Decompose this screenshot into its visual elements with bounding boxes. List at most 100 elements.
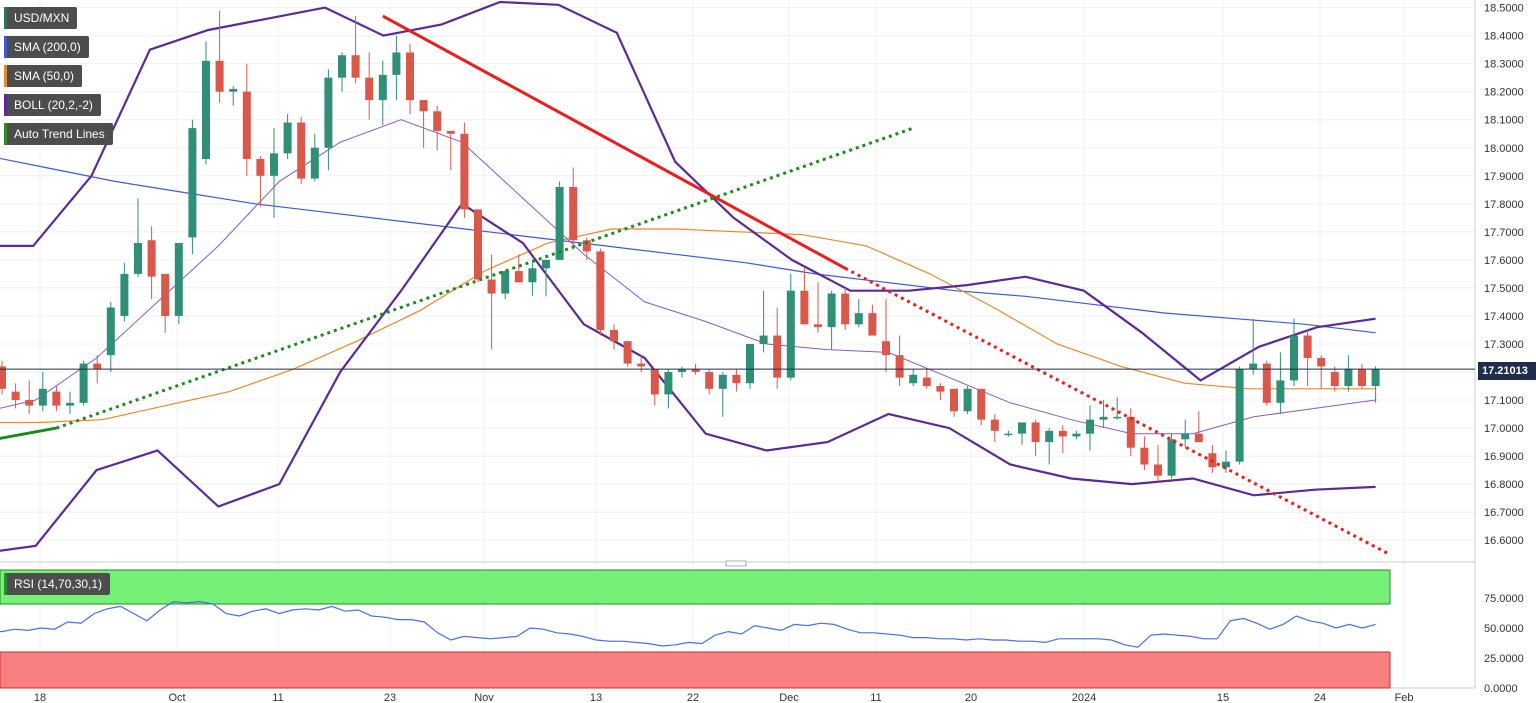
price-tick-label: 18.0000 [1484, 143, 1524, 155]
candle-body [106, 307, 115, 356]
candle-body [1358, 369, 1366, 387]
candle-body [732, 374, 741, 384]
legend-symbol[interactable]: USD/MXN [4, 7, 78, 29]
candle-body [1249, 363, 1258, 370]
price-tick-label: 18.1000 [1484, 115, 1524, 127]
price-tick-label: 17.6000 [1484, 255, 1524, 267]
date-tick-label: 13 [590, 692, 602, 703]
price-tick-label: 17.0000 [1484, 423, 1524, 435]
legend-boll[interactable]: BOLL (20,2,-2) [4, 94, 101, 116]
price-tick-label: 16.8000 [1484, 479, 1524, 491]
boll-upper-line [0, 0, 1376, 382]
legend-sma200[interactable]: SMA (200,0) [4, 36, 89, 58]
candle-body [1072, 433, 1081, 437]
candle-body [25, 400, 34, 406]
legend-symbol-label: USD/MXN [14, 11, 70, 25]
legend-rsi[interactable]: RSI (14,70,30,1) [4, 573, 111, 595]
candle-body [1045, 430, 1054, 443]
candle-body [215, 60, 224, 92]
candle-body [392, 52, 401, 75]
candle-body [637, 363, 646, 367]
candle-body [229, 88, 238, 92]
candle-body [1262, 363, 1271, 403]
candle-body [814, 324, 822, 328]
rsi-axis: 75.0000 50.0000 25.0000 0.0000 [1484, 593, 1524, 695]
rsi-tick-label: 75.0000 [1484, 593, 1524, 605]
candle-body [514, 271, 523, 283]
legend-sma50-swatch [4, 65, 7, 87]
date-tick-label: 18 [34, 692, 46, 703]
candle-body [1126, 416, 1135, 448]
candle-body [52, 391, 61, 406]
date-tick-label: 23 [384, 692, 396, 703]
candle-body [1290, 335, 1298, 381]
candle-body [800, 290, 809, 325]
price-tick-label: 16.6000 [1484, 535, 1524, 547]
boll-lower-line [0, 202, 1376, 552]
candle-body [1167, 439, 1176, 476]
candles [0, 10, 1380, 482]
price-axis: 18.5000 18.4000 18.3000 18.2000 18.1000 18.00… [1484, 3, 1524, 548]
candle-body [555, 187, 564, 260]
rsi-oversold-zone [0, 651, 1391, 689]
legend-sma50[interactable]: SMA (50,0) [4, 65, 83, 87]
candle-body [1031, 422, 1040, 443]
candle-body [718, 374, 727, 389]
candle-body [0, 366, 6, 389]
candle-body [1371, 369, 1380, 387]
candle-body [922, 377, 931, 387]
legend-sma200-swatch [4, 36, 7, 58]
candle-body [1222, 461, 1230, 468]
candle-body [406, 52, 414, 101]
candle-body [963, 388, 972, 412]
candle-body [270, 153, 278, 176]
candle-body [1194, 433, 1203, 443]
candle-body [759, 335, 768, 344]
price-tick-label: 18.4000 [1484, 31, 1524, 43]
candle-body [1004, 433, 1013, 436]
candle-body [773, 335, 782, 378]
candle-body [664, 372, 673, 395]
candle-body [11, 391, 20, 401]
candle-body [990, 419, 999, 431]
candle-body [895, 355, 904, 378]
candle-body [174, 243, 183, 316]
candle-body [365, 77, 374, 101]
rsi-overbought-zone [0, 569, 1391, 605]
date-tick-label: Nov [474, 692, 494, 703]
legend-trend[interactable]: Auto Trend Lines [4, 123, 113, 145]
candle-body [134, 243, 142, 274]
candle-body [936, 386, 945, 392]
date-tick-label: 15 [1217, 692, 1229, 703]
horizontal-grid [0, 7, 1475, 541]
date-tick-label: Oct [168, 692, 185, 703]
legend-boll-label: BOLL (20,2,-2) [14, 98, 93, 112]
boll-middle-line [0, 119, 1376, 435]
candle-body [1058, 430, 1067, 437]
candle-body [310, 147, 319, 179]
legend-rsi-swatch [4, 573, 7, 595]
price-tick-label: 18.2000 [1484, 87, 1524, 99]
candle-body [446, 130, 455, 134]
candle-body [542, 259, 550, 269]
candle-body [324, 77, 333, 148]
date-tick-label: 20 [965, 692, 977, 703]
legend-symbol-swatch [4, 7, 7, 29]
date-tick-label: Feb [1395, 692, 1414, 703]
candle-body [746, 343, 754, 384]
candle-body [256, 158, 265, 176]
candle-body [950, 388, 958, 412]
candle-body [487, 279, 496, 294]
candle-body [827, 293, 836, 328]
candle-body [283, 122, 292, 154]
candle-body [1099, 416, 1108, 420]
legend-trend-label: Auto Trend Lines [14, 127, 105, 141]
rsi-tick-label: 25.0000 [1484, 653, 1524, 665]
candle-body [854, 313, 863, 325]
candle-body [1235, 369, 1244, 462]
candle-body [1303, 335, 1312, 358]
current-price-tag: 17.21013 [1478, 362, 1536, 380]
date-tick-label: Dec [779, 692, 799, 703]
date-tick-label: 2024 [1072, 692, 1096, 703]
candle-body [338, 55, 346, 78]
